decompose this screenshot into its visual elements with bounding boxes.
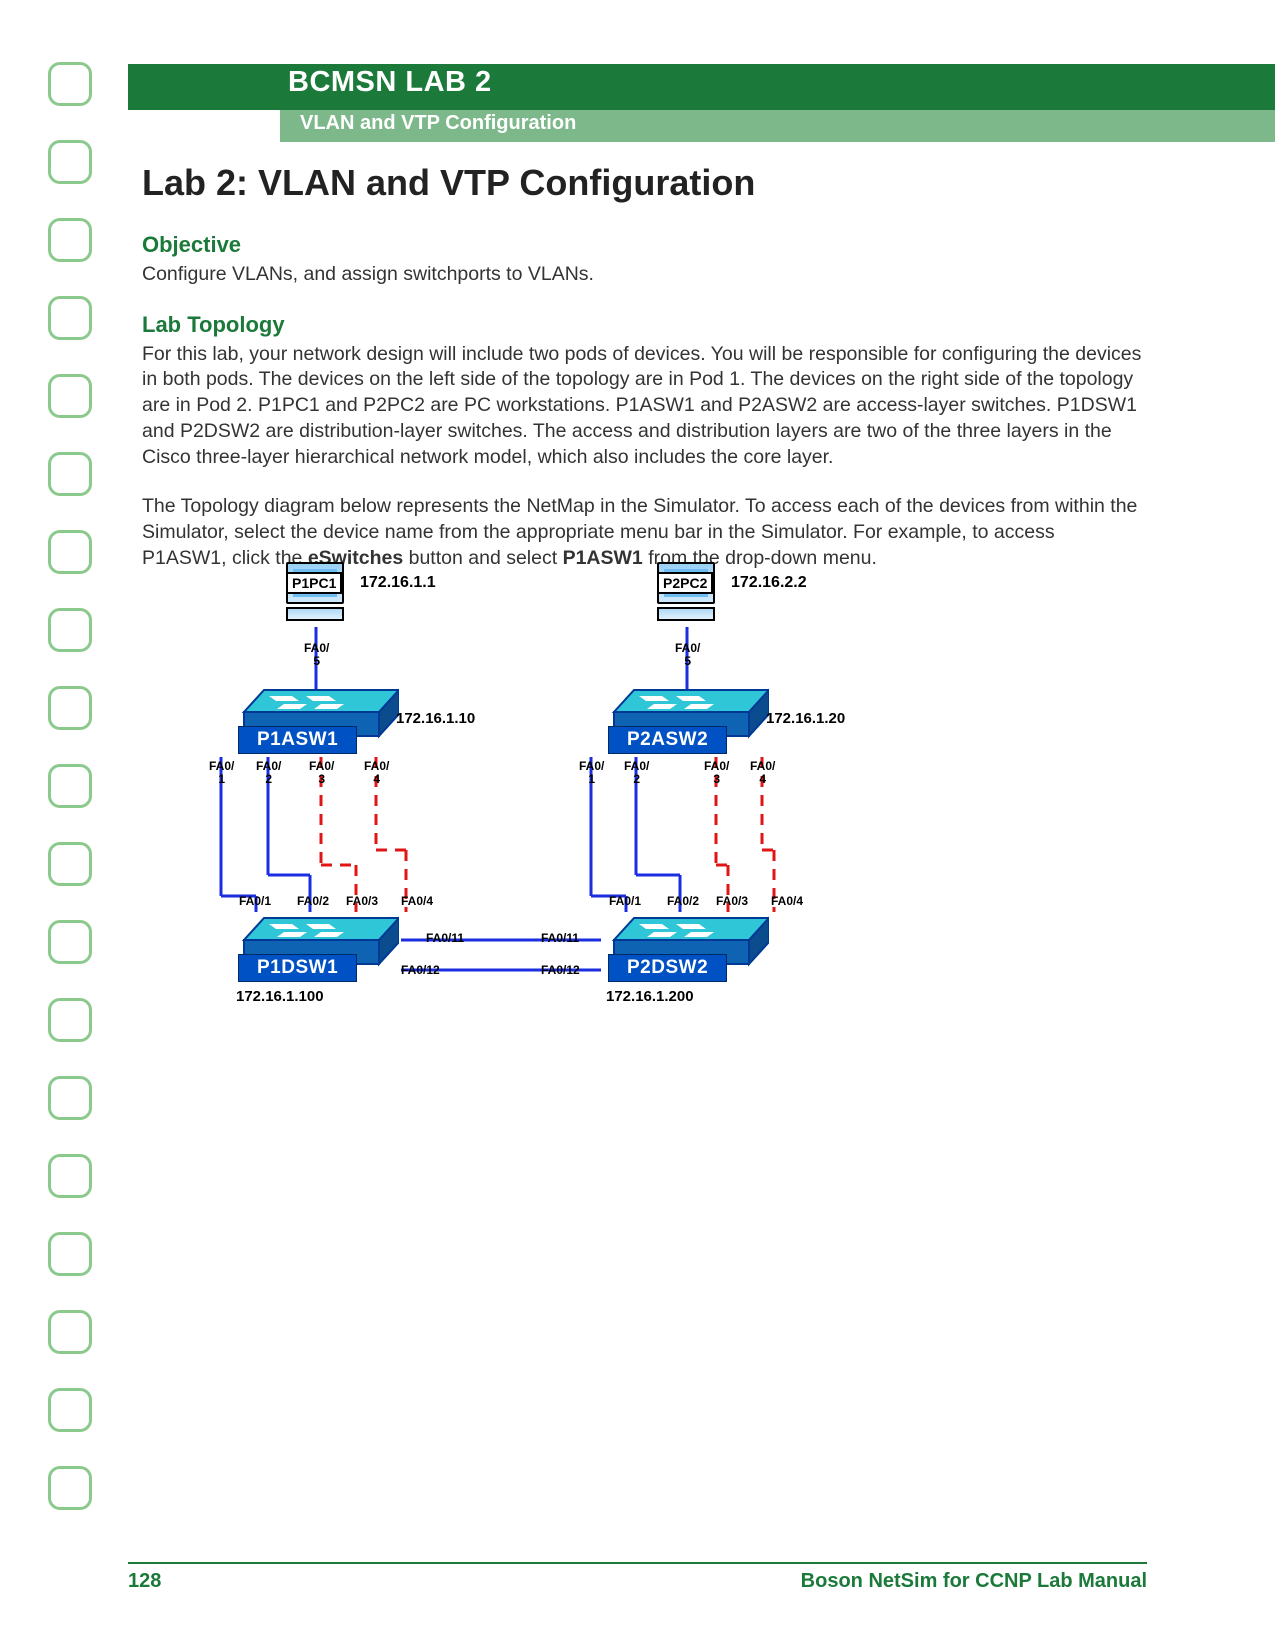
footer-text: Boson NetSim for CCNP Lab Manual	[801, 1570, 1147, 1593]
port-p1asw1-1: FA0/1	[209, 760, 234, 785]
port-p1dsw1-11: FA0/11	[426, 932, 464, 945]
header-subtitle: VLAN and VTP Configuration	[300, 112, 576, 135]
label-p2pc2: P2PC2	[657, 572, 713, 594]
port-p2dsw2-4: FA0/4	[771, 895, 803, 908]
ip-p2dsw2: 172.16.1.200	[606, 988, 694, 1005]
header-lab-code: BCMSN LAB 2	[288, 66, 492, 99]
port-p2dsw2-2: FA0/2	[667, 895, 699, 908]
port-p2asw2-4: FA0/4	[750, 760, 775, 785]
port-p1dsw1-1: FA0/1	[239, 895, 271, 908]
labtopology-para1: For this lab, your network design will i…	[142, 342, 1142, 471]
switch-name-p1dsw1: P1DSW1	[238, 954, 357, 982]
switch-p1asw1: P1ASW1	[224, 684, 399, 758]
port-p1asw1-3: FA0/3	[309, 760, 334, 785]
page-content: Lab 2: VLAN and VTP Configuration Object…	[142, 152, 1142, 596]
port-p1dsw1-2: FA0/2	[297, 895, 329, 908]
switch-name-p2dsw2: P2DSW2	[608, 954, 727, 982]
ip-p2asw2: 172.16.1.20	[766, 710, 845, 727]
page-number: 128	[128, 1570, 161, 1593]
switch-name-p1asw1: P1ASW1	[238, 726, 357, 754]
port-p1dsw1-12: FA0/12	[401, 964, 440, 977]
switch-name-p2asw2: P2ASW2	[608, 726, 727, 754]
ip-p2pc2: 172.16.2.2	[731, 574, 807, 592]
objective-text: Configure VLANs, and assign switchports …	[142, 262, 1142, 288]
port-p2dsw2-1: FA0/1	[609, 895, 641, 908]
port-p2dsw2-11: FA0/11	[541, 932, 579, 945]
ip-p1pc1: 172.16.1.1	[360, 574, 436, 592]
switch-p1dsw1: P1DSW1	[224, 912, 399, 986]
page-title: Lab 2: VLAN and VTP Configuration	[142, 162, 1142, 204]
labtopology-heading: Lab Topology	[142, 312, 1142, 338]
spiral-binding	[48, 62, 92, 1510]
ip-p1asw1: 172.16.1.10	[396, 710, 475, 727]
port-p2pc2-fa05: FA0/5	[675, 642, 700, 667]
objective-heading: Objective	[142, 232, 1142, 258]
label-p1pc1: P1PC1	[286, 572, 342, 594]
port-p1dsw1-3: FA0/3	[346, 895, 378, 908]
switch-p2dsw2: P2DSW2	[594, 912, 769, 986]
ip-p1dsw1: 172.16.1.100	[236, 988, 324, 1005]
port-p1asw1-2: FA0/2	[256, 760, 281, 785]
page-footer: 128 Boson NetSim for CCNP Lab Manual	[128, 1562, 1147, 1593]
port-p1dsw1-4: FA0/4	[401, 895, 433, 908]
port-p2asw2-2: FA0/2	[624, 760, 649, 785]
port-p2dsw2-12: FA0/12	[541, 964, 580, 977]
port-p2dsw2-3: FA0/3	[716, 895, 748, 908]
port-p1pc1-fa05: FA0/5	[304, 642, 329, 667]
topology-diagram: P1PC1 172.16.1.1 FA0/5 P2PC2 172.16.2.2 …	[206, 560, 966, 1010]
switch-p2asw2: P2ASW2	[594, 684, 769, 758]
port-p2asw2-1: FA0/1	[579, 760, 604, 785]
port-p1asw1-4: FA0/4	[364, 760, 389, 785]
port-p2asw2-3: FA0/3	[704, 760, 729, 785]
